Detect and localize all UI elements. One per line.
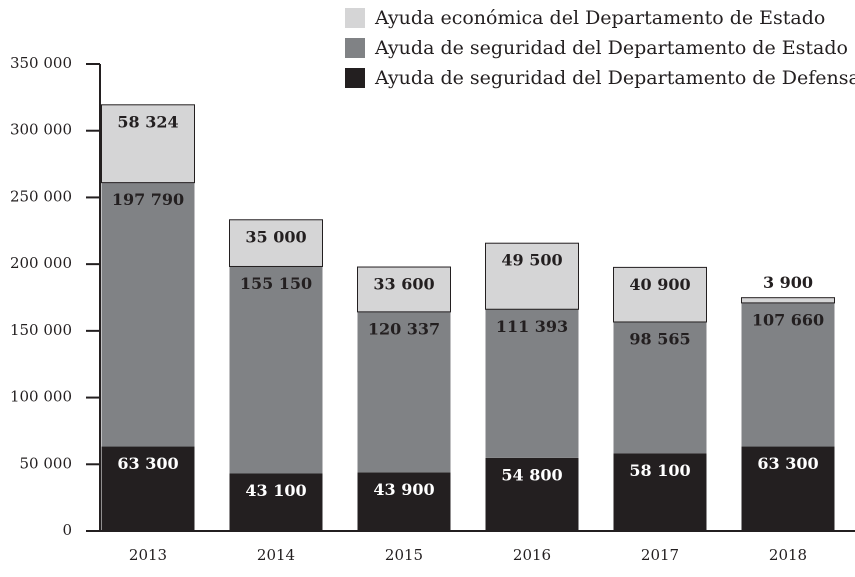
value-label: 3 900: [763, 273, 813, 292]
y-tick-label: 200 000: [10, 254, 72, 272]
x-tick-label: 2017: [641, 546, 679, 564]
value-label: 35 000: [245, 227, 306, 246]
legend-label: Ayuda económica del Departamento de Esta…: [374, 7, 825, 29]
bar-segment: [741, 302, 835, 447]
x-tick-label: 2016: [513, 546, 551, 564]
bar-segment: [229, 266, 323, 474]
value-label: 98 565: [629, 329, 690, 348]
bar-segment: [357, 472, 451, 531]
value-label: 43 900: [373, 480, 434, 499]
value-label: 58 100: [629, 461, 690, 480]
legend-swatch: [345, 8, 365, 28]
y-tick-label: 350 000: [10, 54, 72, 72]
x-tick-label: 2018: [769, 546, 807, 564]
value-label: 111 393: [496, 317, 568, 336]
y-tick-label: 100 000: [10, 388, 72, 406]
bar-segment: [101, 104, 195, 184]
bar-segment: [229, 219, 323, 267]
y-tick-label: 150 000: [10, 321, 72, 339]
value-label: 54 800: [501, 465, 562, 484]
bar-segment: [741, 297, 835, 304]
y-tick-label: 250 000: [10, 187, 72, 205]
x-tick-label: 2015: [385, 546, 423, 564]
legend-label: Ayuda de seguridad del Departamento de D…: [374, 67, 855, 89]
bar-segment: [485, 242, 579, 310]
value-label: 155 150: [240, 274, 312, 293]
y-tick-label: 50 000: [20, 454, 73, 472]
value-label: 33 600: [373, 275, 434, 294]
value-label: 40 900: [629, 275, 690, 294]
value-label: 120 337: [368, 319, 440, 338]
legend-swatch: [345, 68, 365, 88]
value-label: 43 100: [245, 481, 306, 500]
value-label: 49 500: [501, 251, 562, 270]
bar-segment: [613, 321, 707, 454]
bar-segment: [101, 446, 195, 531]
legend-swatch: [345, 38, 365, 58]
y-tick-label: 0: [62, 521, 72, 539]
value-label: 107 660: [752, 310, 824, 329]
x-tick-label: 2014: [257, 546, 295, 564]
bar-segment: [485, 309, 579, 458]
bar-segment: [357, 266, 451, 313]
value-label: 63 300: [117, 454, 178, 473]
bar-segment: [613, 266, 707, 323]
bar-segment: [613, 453, 707, 531]
x-tick-label: 2013: [129, 546, 167, 564]
bar-segment: [229, 473, 323, 531]
value-label: 58 324: [117, 112, 178, 131]
value-label: 63 300: [757, 454, 818, 473]
bar-segment: [101, 182, 195, 447]
bar-segment: [741, 446, 835, 531]
bar-segment: [357, 311, 451, 473]
y-tick-label: 300 000: [10, 121, 72, 139]
value-label: 197 790: [112, 190, 184, 209]
bar-segment: [485, 457, 579, 531]
legend-label: Ayuda de seguridad del Departamento de E…: [374, 37, 848, 59]
